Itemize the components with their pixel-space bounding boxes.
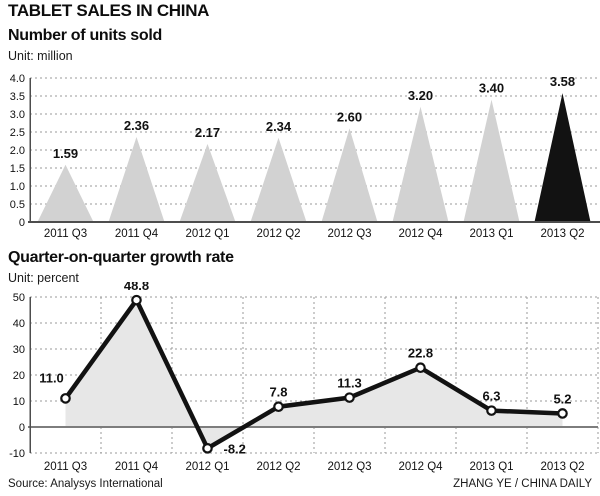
x-category-label: 2012 Q1 — [185, 461, 229, 473]
data-point-marker — [273, 401, 284, 413]
y-tick-label: 0 — [19, 217, 25, 229]
value-label: 22.8 — [408, 346, 433, 361]
data-point-marker — [60, 393, 71, 404]
y-tick-label: 2.5 — [10, 127, 25, 139]
data-point-marker — [415, 362, 426, 374]
data-point-marker — [202, 443, 213, 454]
triangle-bar — [108, 137, 165, 222]
y-tick-label: 50 — [13, 292, 25, 304]
x-category-label: 2013 Q1 — [469, 461, 513, 473]
y-tick-label: 3.0 — [10, 109, 25, 121]
author-credit: ZHANG YE / CHINA DAILY — [453, 478, 592, 490]
value-label: 2.17 — [195, 125, 220, 140]
growth-rate-unit-label: Unit: percent — [8, 271, 79, 285]
x-category-label: 2012 Q4 — [398, 228, 443, 240]
units-sold-chart: 0 0.5 1.0 1.5 2.0 2.5 3.0 3.5 4.0 1.59 2011 Q3 2.36… — [10, 73, 600, 240]
value-label: 7.8 — [269, 385, 287, 400]
y-tick-label: 4.0 — [10, 73, 25, 85]
y-tick-label: 10 — [13, 396, 25, 408]
x-category-label: 2011 Q3 — [44, 461, 87, 473]
value-label: 11.0 — [39, 370, 64, 385]
x-category-label: 2012 Q3 — [327, 461, 371, 473]
y-tick-label: 1.0 — [10, 181, 25, 193]
x-category-label: 2013 Q1 — [469, 228, 513, 240]
triangle-bar — [321, 128, 378, 222]
value-label: 2.60 — [337, 109, 362, 124]
triangle-bar — [463, 99, 520, 222]
y-tick-label: 40 — [13, 318, 25, 330]
y-tick-label: 30 — [13, 344, 25, 356]
value-label: 5.2 — [553, 391, 571, 406]
value-label: 11.3 — [337, 376, 362, 391]
value-label: 48.8 — [124, 282, 149, 293]
y-tick-label: 20 — [13, 370, 25, 382]
x-category-label: 2012 Q4 — [398, 461, 443, 473]
value-label: 6.3 — [482, 389, 500, 404]
value-label: 2.34 — [266, 119, 292, 134]
value-label: -8.2 — [224, 441, 246, 456]
triangle-bar — [37, 164, 94, 222]
y-tick-label: 1.5 — [10, 163, 25, 175]
growth-line — [63, 295, 563, 452]
value-label: 3.20 — [408, 88, 433, 103]
page-title: TABLET SALES IN CHINA — [8, 1, 210, 20]
data-point-marker — [131, 294, 142, 306]
units-sold-unit-label: Unit: million — [8, 49, 73, 63]
y-tick-label: 0 — [19, 422, 25, 434]
value-label: 3.58 — [550, 74, 575, 89]
x-category-label: 2013 Q2 — [540, 461, 584, 473]
y-tick-label: 3.5 — [10, 91, 25, 103]
y-tick-label: -10 — [9, 448, 25, 460]
triangle-bar — [392, 106, 449, 222]
triangle-bar — [250, 137, 307, 222]
x-category-label: 2012 Q3 — [327, 228, 371, 240]
x-category-label: 2012 Q1 — [185, 228, 229, 240]
data-point-marker — [486, 405, 497, 416]
x-category-label: 2011 Q3 — [44, 228, 87, 240]
x-category-label: 2011 Q4 — [115, 461, 159, 473]
x-category-label: 2012 Q2 — [256, 228, 300, 240]
data-point-marker — [557, 408, 568, 419]
x-category-label: 2011 Q4 — [115, 228, 159, 240]
triangle-bar-highlight — [534, 93, 591, 223]
value-label: 1.59 — [53, 146, 78, 161]
y-tick-label: 0.5 — [10, 199, 25, 211]
source-credit: Source: Analysys International — [8, 478, 163, 490]
triangle-bar — [179, 143, 236, 222]
value-label: 3.40 — [479, 81, 504, 96]
x-category-label: 2013 Q2 — [540, 228, 584, 240]
growth-rate-title: Quarter-on-quarter growth rate — [8, 249, 234, 266]
growth-rate-chart: -10 0 10 20 30 40 50 11.0 2011 Q3 48.8 2011 Q4 -8.2… — [9, 282, 599, 473]
units-sold-title: Number of units sold — [8, 27, 163, 44]
y-tick-label: 2.0 — [10, 145, 25, 157]
value-label: 2.36 — [124, 118, 149, 133]
x-category-label: 2012 Q2 — [256, 461, 300, 473]
data-point-marker — [344, 392, 355, 403]
